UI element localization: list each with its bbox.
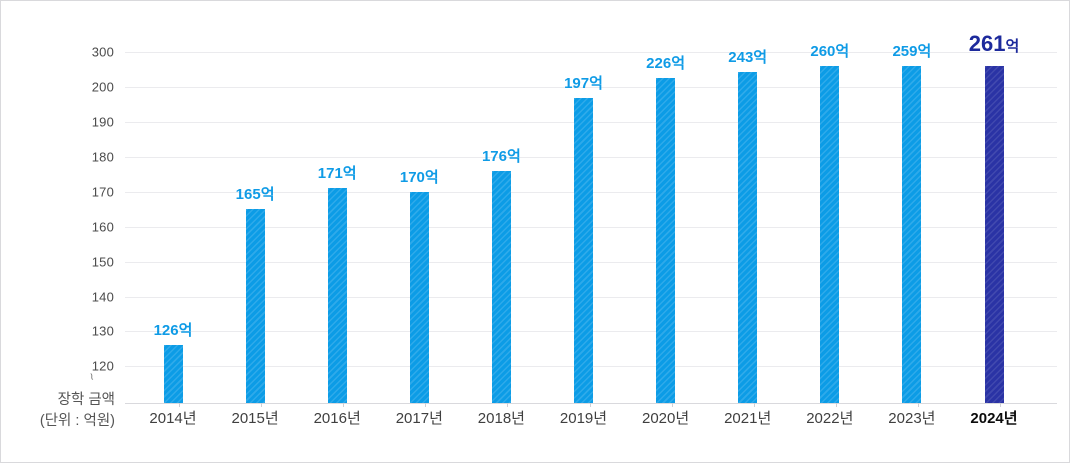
bar-2018년 (491, 170, 511, 403)
bar-2024년 (984, 65, 1004, 403)
bar-value-label: 171억 (282, 162, 392, 183)
bar-2014년 (163, 345, 183, 403)
bar-value-number: 170 (399, 168, 425, 186)
bar-value-unit: 억 (424, 168, 439, 186)
bar-value-number: 259 (892, 43, 918, 61)
bar-value-unit: 억 (671, 54, 686, 72)
bar-value-label: 197억 (529, 72, 639, 93)
x-axis-label-2017년: 2017년 (395, 410, 443, 427)
x-axis-label-2016년: 2016년 (313, 410, 361, 427)
x-axis-label-2021년: 2021년 (724, 410, 772, 427)
bar-value-label: 170억 (364, 166, 474, 187)
y-axis-tick-label: 120 (91, 358, 114, 374)
x-axis-label-2023년: 2023년 (888, 410, 936, 427)
y-axis-tick-label: 140 (91, 289, 114, 304)
x-axis-label-2022년: 2022년 (806, 410, 854, 427)
bar-value-label: 165억 (200, 183, 310, 204)
bar-value-label: 243억 (693, 46, 803, 67)
y-axis-tick-label: 190 (91, 114, 114, 130)
bar-2016년 (327, 188, 347, 403)
bar-value-label: 226억 (611, 52, 721, 73)
gridline (125, 87, 1057, 89)
bar-value-label: 260억 (775, 40, 885, 61)
bar-value-unit: 억 (178, 322, 193, 340)
x-axis-tick-mark (425, 403, 427, 407)
bar-2019년 (574, 97, 593, 403)
bar-value-unit: 억 (835, 43, 850, 61)
y-axis-tick-label: 300 (91, 44, 114, 60)
x-axis-tick-mark (835, 403, 837, 407)
bar-2017년 (409, 191, 429, 403)
x-axis-label-2014년: 2014년 (149, 410, 197, 427)
bar-value-unit: 억 (753, 49, 768, 66)
x-axis-baseline (125, 403, 1057, 404)
x-axis-label-2024년: 2024년 (970, 410, 1018, 427)
bar-value-label: 261억 (939, 31, 1049, 57)
y-axis-tick-label: 160 (91, 219, 114, 235)
y-axis-tick-label: 200 (91, 79, 114, 95)
x-axis-tick-mark (753, 403, 755, 407)
x-axis-tick-mark (1000, 403, 1001, 407)
bar-value-label: 176억 (446, 145, 556, 166)
x-axis-tick-mark (507, 403, 509, 407)
bar-value-number: 243 (728, 49, 754, 66)
bar-value-number: 171 (317, 165, 343, 183)
y-axis-tick-label: 150 (91, 254, 114, 270)
bar-value-unit: 억 (342, 165, 357, 183)
gridline (125, 52, 1057, 53)
bar-value-number: 197 (564, 74, 590, 92)
x-axis-tick-mark (671, 403, 673, 407)
bar-2015년 (245, 209, 265, 403)
bar-value-number: 260 (810, 43, 836, 61)
x-axis-tick-mark (261, 403, 263, 407)
bar-value-label: 259억 (857, 40, 967, 61)
bar-2023년 (902, 66, 922, 403)
x-axis-label-2019년: 2019년 (559, 410, 608, 427)
bar-value-unit: 억 (1005, 37, 1020, 55)
x-axis-tick-mark (589, 403, 591, 407)
bar-value-number: 226 (646, 54, 672, 72)
bar-value-unit: 억 (260, 186, 275, 204)
x-axis-label-2018년: 2018년 (477, 410, 525, 427)
bar-2020년 (656, 77, 676, 403)
y-axis-tick-label: 170 (91, 184, 114, 200)
bar-2021년 (738, 72, 758, 403)
bar-2022년 (820, 66, 840, 403)
bar-value-unit: 억 (589, 74, 603, 92)
x-axis-tick-mark (343, 403, 345, 407)
bar-value-number: 261 (968, 30, 1006, 56)
y-axis-unit-label: 장학 금액 (단위 : 억원) (1, 390, 115, 432)
bar-value-number: 165 (235, 186, 261, 204)
bar-value-unit: 억 (507, 147, 521, 165)
bar-value-number: 126 (153, 322, 179, 340)
x-axis-tick-mark (179, 403, 180, 407)
bar-value-unit: 억 (917, 43, 932, 61)
y-axis-unit-label-line2: (단위 : 억원) (39, 413, 115, 429)
x-axis-tick-mark (917, 403, 919, 407)
y-axis-tick-label: 180 (91, 149, 114, 165)
y-axis-unit-label-line1: 장학 금액 (57, 392, 115, 408)
bar-value-number: 176 (481, 147, 507, 165)
bar-value-label: 126억 (118, 319, 228, 340)
y-axis-tick-label: 130 (91, 323, 114, 339)
x-axis-label-2015년: 2015년 (231, 410, 279, 427)
x-axis-label-2020년: 2020년 (642, 410, 690, 427)
